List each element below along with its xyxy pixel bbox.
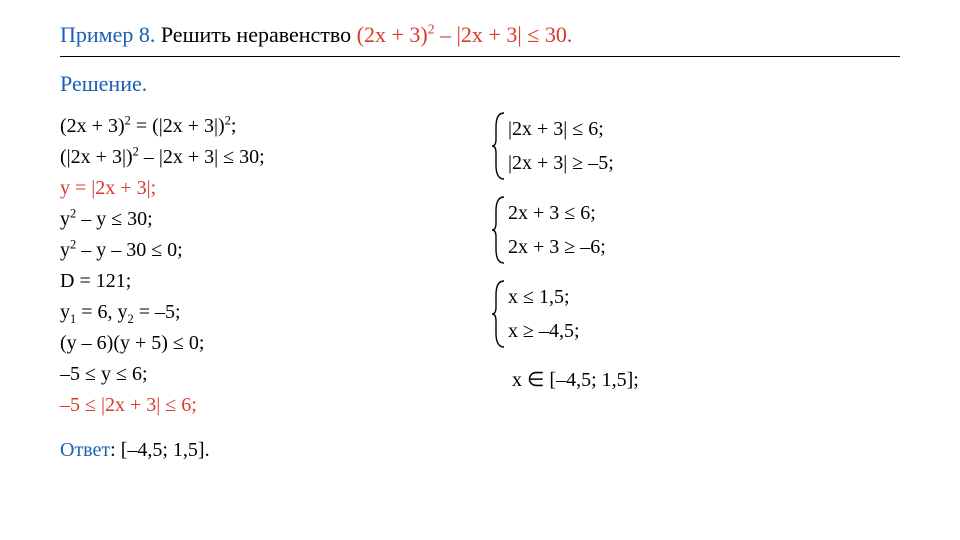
left-line-6: D = 121; [60,266,430,297]
left-line-5: y2 – y – 30 ≤ 0; [60,235,430,266]
math-part-2: – |2x + 3| ≤ 30. [435,22,573,47]
t: y [60,301,70,323]
columns: (2x + 3)2 = (|2x + 3|)2; (|2x + 3|)2 – |… [60,111,900,462]
left-line-9: –5 ≤ y ≤ 6; [60,359,430,390]
t: y [60,239,70,261]
problem-math: (2x + 3)2 – |2x + 3| ≤ 30. [357,22,573,47]
g3-line-1: x ≤ 1,5; [508,280,580,314]
answer-value: : [–4,5; 1,5]. [110,439,209,461]
brace-group-3: x ≤ 1,5; x ≥ –4,5; [490,279,790,349]
left-line-3: y = |2x + 3|; [60,173,430,204]
t: – y – 30 ≤ 0; [76,239,183,261]
answer-label: Ответ [60,439,110,461]
g3-line-2: x ≥ –4,5; [508,314,580,348]
left-line-4: y2 – y ≤ 30; [60,204,430,235]
right-column: |2x + 3| ≤ 6; |2x + 3| ≥ –5; 2x + 3 ≤ 6;… [490,111,790,462]
brace-group-1: |2x + 3| ≤ 6; |2x + 3| ≥ –5; [490,111,790,181]
math-exp: 2 [428,22,435,37]
left-column: (2x + 3)2 = (|2x + 3|)2; (|2x + 3|)2 – |… [60,111,430,462]
separator [60,56,900,57]
t: (2x + 3) [60,115,125,137]
t: – |2x + 3| ≤ 30; [139,146,265,168]
brace-lines: x ≤ 1,5; x ≥ –4,5; [508,279,580,349]
math-part-1: (2x + 3) [357,22,428,47]
brace-lines: 2x + 3 ≤ 6; 2x + 3 ≥ –6; [508,195,606,265]
brace-icon [490,279,508,349]
page: Пример 8. Решить неравенство (2x + 3)2 –… [0,0,960,462]
t: – y ≤ 30; [76,208,153,230]
t: = –5; [134,301,181,323]
t: ; [231,115,237,137]
g1-line-1: |2x + 3| ≤ 6; [508,112,614,146]
brace-icon [490,111,508,181]
g2-line-1: 2x + 3 ≤ 6; [508,196,606,230]
final-line: x ∈ [–4,5; 1,5]; [512,365,790,396]
t: = 6, y [76,301,127,323]
t: y [60,208,70,230]
left-line-7: y1 = 6, y2 = –5; [60,297,430,328]
g1-line-2: |2x + 3| ≥ –5; [508,146,614,180]
problem-text: Решить неравенство [161,22,357,47]
title-line: Пример 8. Решить неравенство (2x + 3)2 –… [60,22,900,48]
brace-icon [490,195,508,265]
left-line-2: (|2x + 3|)2 – |2x + 3| ≤ 30; [60,142,430,173]
example-label: Пример 8. [60,22,155,47]
answer-row: Ответ: [–4,5; 1,5]. [60,439,430,462]
brace-lines: |2x + 3| ≤ 6; |2x + 3| ≥ –5; [508,111,614,181]
left-line-10: –5 ≤ |2x + 3| ≤ 6; [60,390,430,421]
left-line-8: (y – 6)(y + 5) ≤ 0; [60,328,430,359]
left-line-1: (2x + 3)2 = (|2x + 3|)2; [60,111,430,142]
brace-group-2: 2x + 3 ≤ 6; 2x + 3 ≥ –6; [490,195,790,265]
t: = (|2x + 3|) [131,115,225,137]
solution-label: Решение. [60,71,900,97]
g2-line-2: 2x + 3 ≥ –6; [508,230,606,264]
t: (|2x + 3|) [60,146,133,168]
